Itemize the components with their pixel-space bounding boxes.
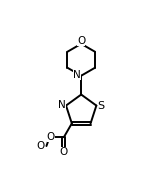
Text: S: S <box>98 101 105 111</box>
Text: O: O <box>60 147 68 157</box>
Text: O: O <box>77 36 85 46</box>
Text: N: N <box>73 70 81 80</box>
Text: O: O <box>37 141 45 151</box>
Text: O: O <box>47 132 55 142</box>
Text: N: N <box>58 100 66 110</box>
